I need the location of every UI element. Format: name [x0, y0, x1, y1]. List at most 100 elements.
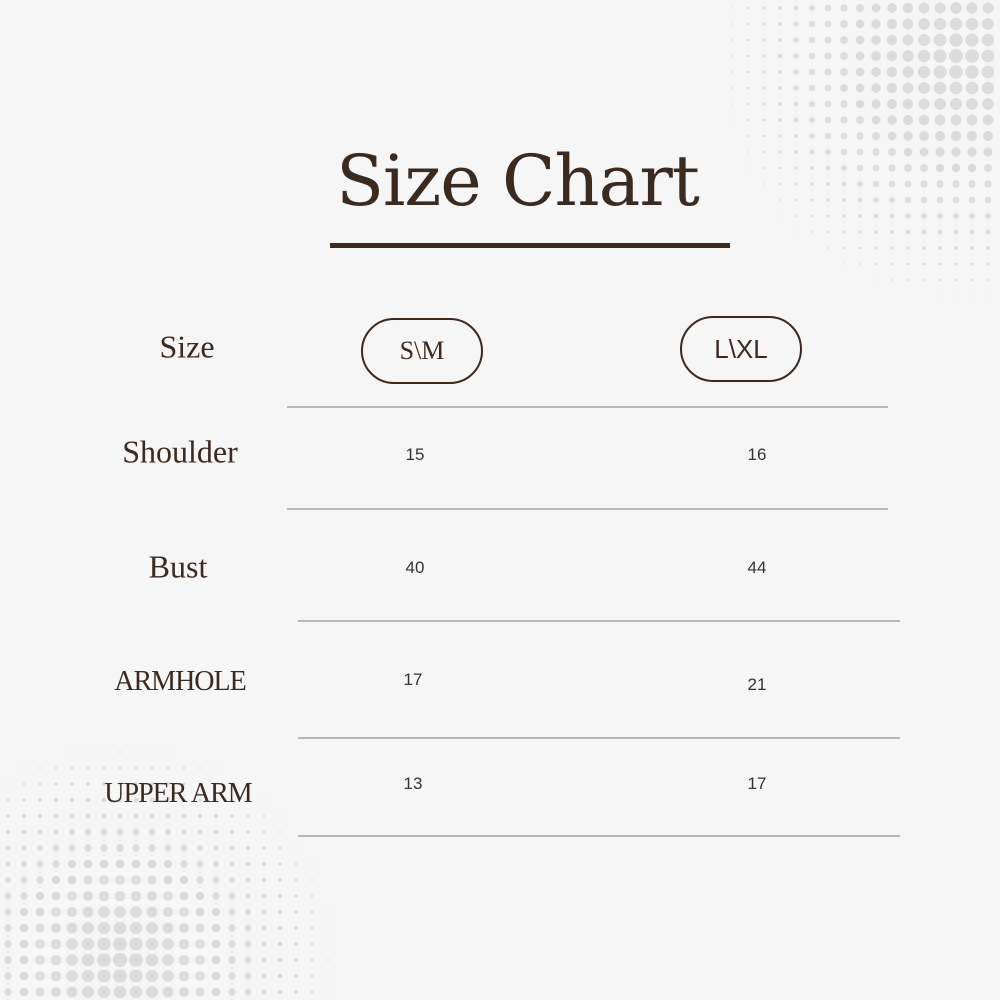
halftone-dot — [968, 180, 976, 188]
halftone-dot — [918, 18, 930, 30]
halftone-dot — [746, 70, 750, 74]
halftone-dot — [135, 751, 137, 753]
halftone-dot — [20, 892, 28, 900]
halftone-dot — [196, 860, 204, 868]
halftone-dot — [794, 166, 798, 170]
halftone-dot — [37, 813, 43, 819]
halftone-dot — [51, 875, 61, 885]
halftone-dot — [215, 767, 217, 769]
halftone-dot — [54, 782, 58, 786]
halftone-dot — [778, 150, 782, 154]
halftone-dot — [97, 953, 111, 967]
halftone-dot — [981, 33, 995, 47]
row-label-upper-arm: UPPER ARM — [104, 778, 252, 809]
halftone-dot — [82, 906, 94, 918]
halftone-dot — [887, 115, 897, 125]
halftone-dot — [261, 861, 267, 867]
row-label-shoulder: Shoulder — [122, 433, 238, 470]
halftone-dot — [887, 147, 897, 157]
halftone-dot — [840, 84, 848, 92]
halftone-dot — [146, 986, 158, 998]
halftone-dot — [795, 215, 797, 217]
halftone-dot — [970, 262, 974, 266]
halftone-dot — [841, 181, 847, 187]
halftone-dot — [809, 165, 815, 171]
halftone-dot — [855, 99, 865, 109]
halftone-dot — [196, 844, 204, 852]
halftone-dot — [278, 878, 282, 882]
halftone-dot — [244, 924, 252, 932]
halftone-dot — [310, 990, 314, 994]
halftone-dot — [132, 844, 140, 852]
halftone-dot — [5, 829, 11, 835]
halftone-dot — [148, 844, 156, 852]
halftone-dot — [178, 954, 190, 966]
halftone-dot — [984, 196, 992, 204]
row-divider — [298, 835, 900, 837]
halftone-dot — [857, 181, 863, 187]
halftone-dot — [904, 196, 912, 204]
halftone-dot — [936, 196, 944, 204]
halftone-dot — [905, 229, 911, 235]
halftone-dot — [954, 278, 958, 282]
halftone-dot — [101, 813, 107, 819]
halftone-dot — [889, 229, 895, 235]
halftone-dot — [843, 263, 845, 265]
halftone-dot — [114, 890, 126, 902]
halftone-dot — [181, 813, 187, 819]
halftone-dot — [53, 829, 59, 835]
halftone-dot — [987, 295, 989, 297]
halftone-dot — [762, 70, 766, 74]
halftone-dot — [52, 844, 60, 852]
halftone-dot — [873, 213, 879, 219]
halftone-dot — [66, 970, 78, 982]
halftone-dot — [180, 844, 188, 852]
halftone-dot — [824, 68, 832, 76]
halftone-dot — [228, 892, 236, 900]
halftone-dot — [969, 229, 975, 235]
halftone-dot — [81, 937, 95, 951]
halftone-dot — [163, 875, 173, 885]
halftone-dot — [146, 890, 158, 902]
halftone-dot — [69, 797, 75, 803]
halftone-dot — [7, 783, 9, 785]
halftone-dot — [949, 81, 963, 95]
halftone-dot — [950, 2, 962, 14]
halftone-dot — [132, 828, 140, 836]
halftone-dot — [182, 782, 186, 786]
row-divider — [298, 737, 900, 739]
halftone-dot — [935, 147, 945, 157]
halftone-dot — [20, 860, 28, 868]
halftone-dot — [279, 815, 281, 817]
cell-upper-arm-lxl: 17 — [747, 774, 767, 793]
halftone-dot — [166, 782, 170, 786]
halftone-dot — [35, 891, 45, 901]
halftone-dot — [86, 782, 90, 786]
halftone-dot — [70, 766, 74, 770]
halftone-dot — [949, 33, 963, 47]
halftone-dot — [902, 2, 914, 14]
halftone-dot — [937, 229, 943, 235]
halftone-dot — [245, 861, 251, 867]
halftone-dot — [809, 101, 815, 107]
halftone-dot — [777, 101, 783, 107]
halftone-dot — [149, 797, 155, 803]
halftone-dot — [51, 907, 61, 917]
halftone-dot — [903, 131, 913, 141]
halftone-dot — [793, 37, 799, 43]
halftone-dot — [19, 971, 29, 981]
halftone-dot — [968, 196, 976, 204]
halftone-dot — [165, 813, 171, 819]
halftone-dot — [762, 150, 766, 154]
halftone-dot — [68, 828, 76, 836]
halftone-dot — [934, 2, 946, 14]
row-divider — [298, 620, 900, 622]
halftone-dot — [277, 989, 283, 995]
halftone-dot — [35, 987, 45, 997]
halftone-dot — [5, 861, 11, 867]
halftone-dot — [794, 182, 798, 186]
halftone-dot — [986, 246, 990, 250]
halftone-dot — [933, 17, 947, 31]
halftone-dot — [327, 943, 329, 945]
